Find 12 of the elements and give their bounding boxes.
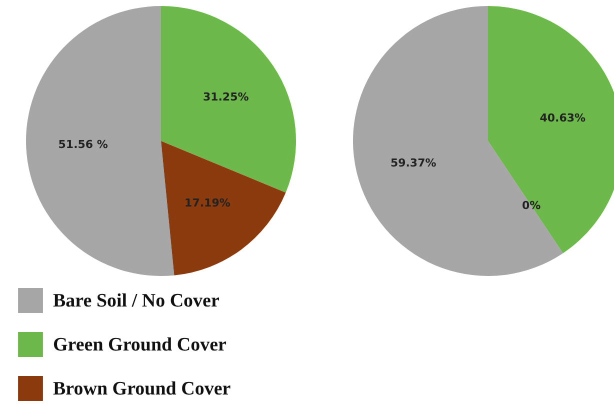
data-label: 31.25% <box>202 90 249 104</box>
legend-label: Bare Soil / No Cover <box>53 290 220 312</box>
data-label: 40.63% <box>540 111 586 124</box>
legend-label: Green Ground Cover <box>53 334 228 356</box>
data-label: 17.19% <box>184 196 230 210</box>
data-label: 59.37% <box>390 156 436 170</box>
legend-label: Brown Ground Cover <box>53 378 232 400</box>
pie-slice <box>161 6 296 193</box>
text: 0% <box>522 198 541 212</box>
pie-slice <box>161 141 286 276</box>
data-label: 51.56 % <box>58 138 108 151</box>
pie-slice <box>26 6 174 276</box>
